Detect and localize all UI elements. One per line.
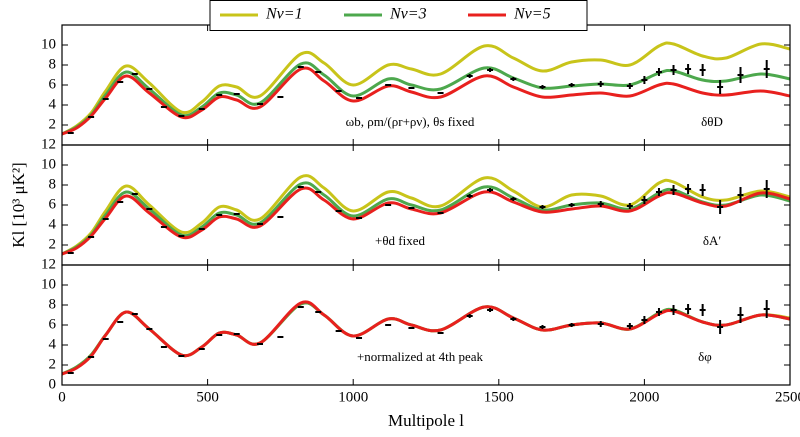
y-tick-label: 6	[49, 76, 57, 92]
y-tick-label: 10	[41, 276, 56, 292]
annotation: δθD	[701, 114, 723, 129]
line-series	[62, 174, 790, 256]
annotation: δφ	[698, 349, 712, 364]
y-tick-label: 6	[49, 316, 57, 332]
y-axis-label: Kl [10³ μK²]	[9, 162, 28, 247]
annotation: +θd fixed	[375, 233, 426, 248]
x-tick-label: 500	[196, 389, 219, 405]
y-tick-label: 12	[41, 256, 56, 272]
x-tick-label: 1000	[338, 389, 368, 405]
annotation: +normalized at 4th peak	[357, 349, 484, 364]
x-axis-label: Multipole l	[388, 411, 464, 430]
line-series	[62, 300, 790, 376]
legend-label: Nν=3	[389, 6, 427, 23]
y-tick-label: 4	[49, 216, 57, 232]
legend-label: Nν=1	[265, 6, 303, 23]
y-tick-label: 4	[49, 336, 57, 352]
y-tick-label: 8	[49, 56, 57, 72]
y-tick-label: 4	[49, 96, 57, 112]
x-tick-label: 2000	[629, 389, 659, 405]
y-tick-label: 2	[49, 236, 57, 252]
line-series	[62, 181, 790, 256]
plot-area	[62, 300, 790, 376]
line-series	[62, 186, 790, 256]
plot-area	[62, 174, 790, 256]
y-tick-label: 0	[49, 376, 57, 392]
y-tick-label: 10	[41, 36, 56, 52]
y-tick-label: 2	[49, 116, 57, 132]
y-tick-label: 10	[41, 156, 56, 172]
legend-label: Nν=5	[513, 6, 551, 23]
x-tick-label: 0	[58, 389, 66, 405]
y-tick-label: 6	[49, 196, 57, 212]
x-tick-label: 2500	[775, 389, 800, 405]
line-series	[62, 41, 790, 136]
line-series	[62, 61, 790, 136]
y-tick-label: 12	[41, 136, 56, 152]
y-tick-label: 8	[49, 176, 57, 192]
legend-box	[209, 0, 588, 31]
annotation: ωb, ρm/(ρr+ρν), θs fixed	[346, 114, 475, 129]
annotation: δA′	[703, 233, 722, 248]
panel-frame	[61, 264, 791, 386]
x-tick-label: 1500	[484, 389, 514, 405]
y-tick-label: 8	[49, 296, 57, 312]
y-tick-label: 2	[49, 356, 57, 372]
plot-area	[62, 41, 790, 136]
